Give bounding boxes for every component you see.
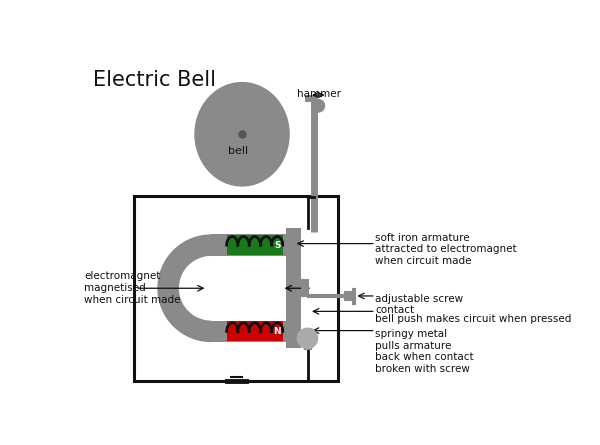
Text: springy metal
pulls armature
back when contact
broken with screw: springy metal pulls armature back when c… [375, 329, 474, 374]
Bar [344, 291, 355, 301]
Circle shape [297, 328, 318, 349]
Circle shape [311, 99, 325, 113]
Bar [211, 320, 287, 342]
Text: soft iron armature
attracted to electromagnet
when circuit made: soft iron armature attracted to electrom… [375, 233, 517, 266]
Text: bell: bell [228, 146, 248, 156]
Text: N: N [273, 327, 281, 336]
Text: adjustable screw
contact: adjustable screw contact [375, 294, 463, 315]
Bar [227, 321, 283, 341]
Bar [211, 235, 287, 256]
Text: bell push makes circuit when pressed: bell push makes circuit when pressed [375, 314, 572, 324]
Text: S: S [274, 241, 281, 250]
Bar [301, 279, 309, 298]
Bar [227, 235, 283, 255]
Text: hammer: hammer [297, 89, 341, 99]
Text: electromagnet
magnetised
when circuit made: electromagnet magnetised when circuit ma… [84, 271, 181, 304]
Bar [286, 228, 301, 348]
Polygon shape [157, 235, 211, 342]
Text: Electric Bell: Electric Bell [94, 70, 217, 90]
Ellipse shape [194, 82, 290, 186]
